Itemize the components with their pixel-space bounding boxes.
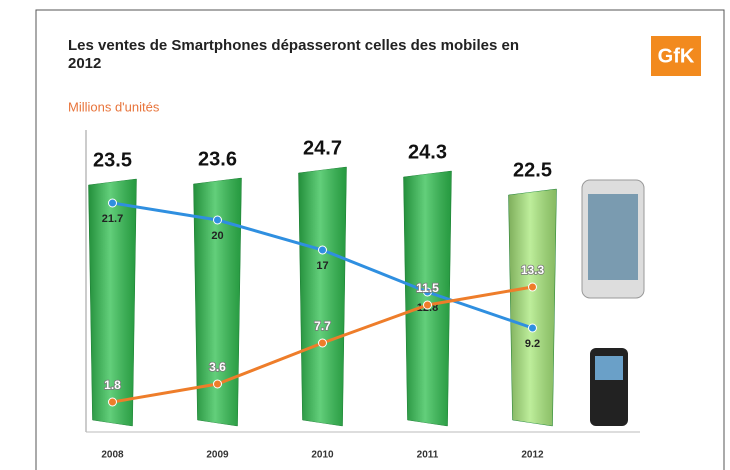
bar-value-label: 23.6 [198,148,237,170]
bar-value-label: 22.5 [513,159,552,181]
chart-title-line2: 2012 [68,55,101,72]
chart-title: Les ventes de Smartphones dépasseront ce… [68,37,519,54]
y-axis-label: Millions d'unités [68,99,160,114]
point-label: 3.6 [209,360,226,374]
x-tick-label: 2012 [521,450,544,461]
line-point [319,339,327,347]
point-label: 21.7 [102,213,123,225]
line-point [214,380,222,388]
line-point [214,216,222,224]
line-point [424,301,432,309]
chart: Les ventes de Smartphones dépasseront ce… [0,0,730,470]
bar-shade [299,167,347,426]
point-label: 11.5 [416,281,439,295]
point-label: 17 [316,260,328,272]
bar-value-label: 24.3 [408,141,447,163]
point-label: 1.8 [104,378,121,392]
mobile-image [590,348,628,426]
point-label: 9.2 [525,338,540,350]
smartphone-image [582,180,644,298]
line-point [529,283,537,291]
point-label: 20 [211,230,223,242]
x-tick-label: 2010 [311,450,334,461]
logo: GfK [658,45,695,67]
bar-shade [509,189,557,426]
x-tick-label: 2011 [417,450,439,461]
point-label: 13.3 [521,263,545,277]
line-point [109,199,117,207]
point-label: 7.7 [314,319,331,333]
x-tick-label: 2008 [101,450,124,461]
line-point [529,324,537,332]
bar-value-label: 24.7 [303,137,342,159]
line-point [319,246,327,254]
line-point [109,398,117,406]
bar-shade [194,178,242,426]
x-tick-label: 2009 [206,450,229,461]
bar-value-label: 23.5 [93,149,132,171]
